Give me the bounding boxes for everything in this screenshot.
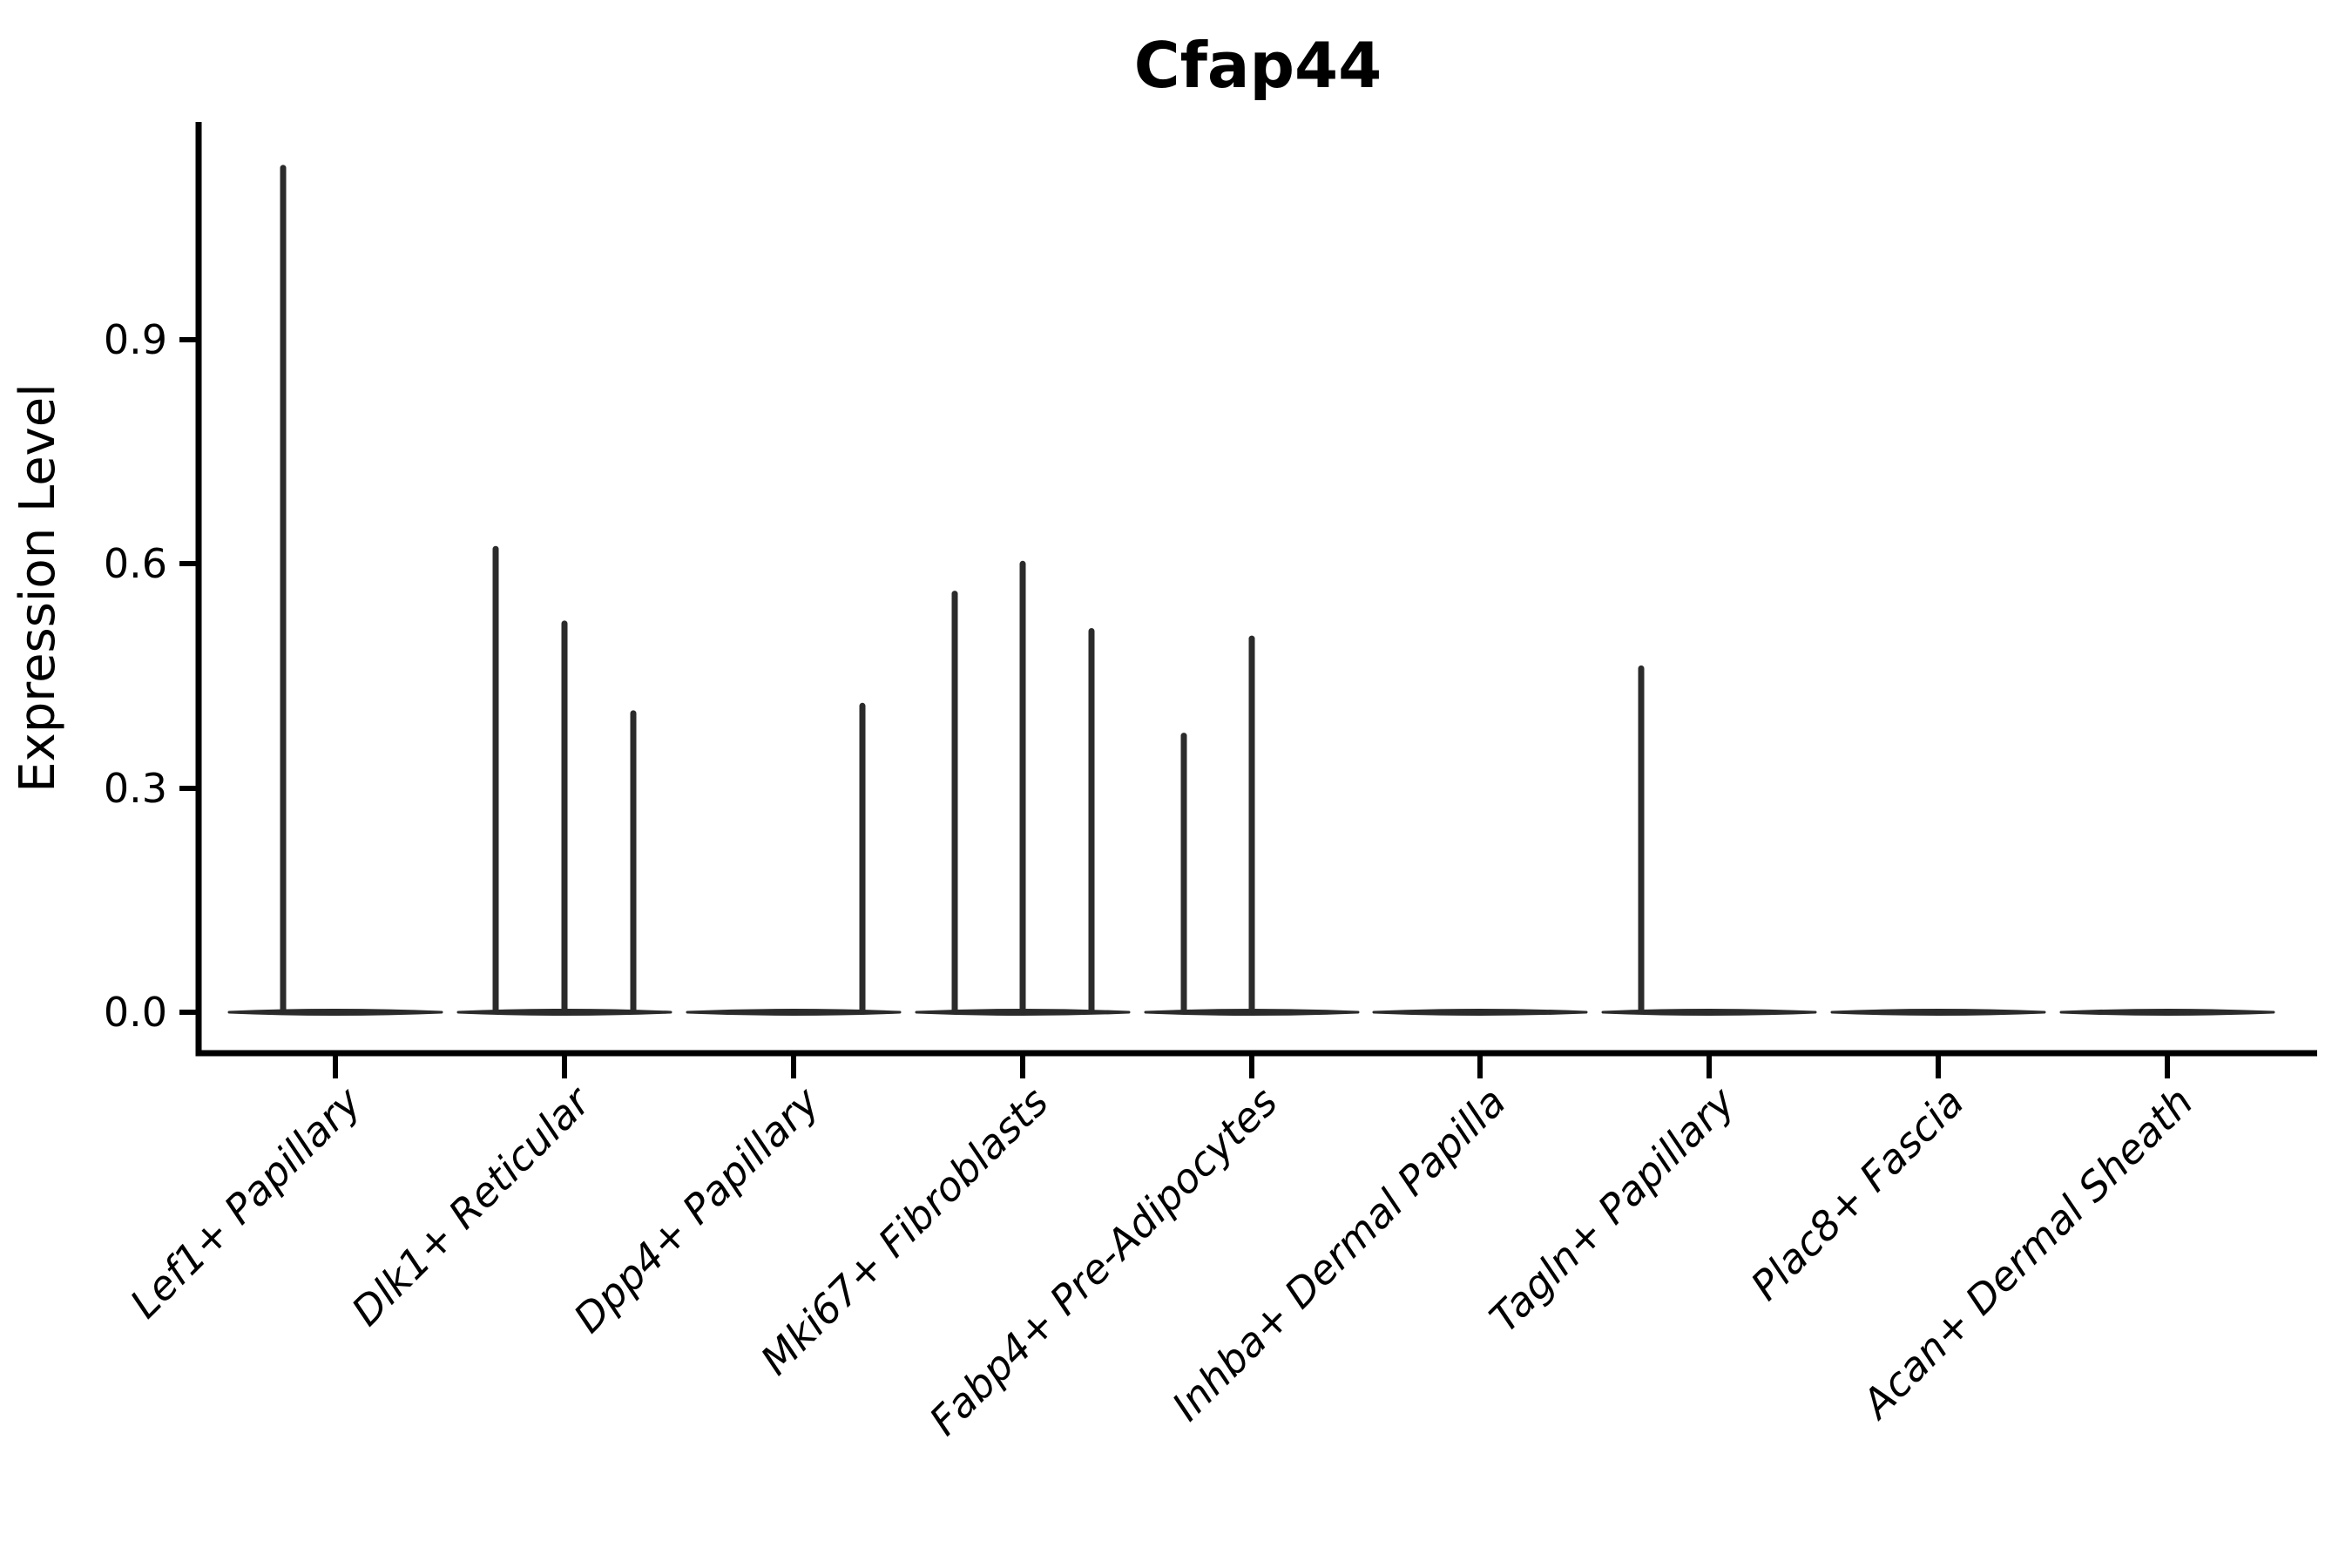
y-axis-title: Expression Level <box>10 383 66 793</box>
y-tick-label-0.9: 0.9 <box>104 316 167 363</box>
violin-base <box>2059 1009 2275 1016</box>
y-axis-ticks <box>179 337 199 1015</box>
x-tick-label-1: Lef1+ Papillary <box>121 1078 370 1327</box>
violin-base <box>1372 1009 1588 1016</box>
violin-base <box>1601 1009 1817 1016</box>
violin-base <box>227 1009 443 1016</box>
x-tick-label-7: Tagln+ Papillary <box>1480 1078 1744 1342</box>
plot-title: Cfap44 <box>1134 29 1382 102</box>
y-tick-label-0.0: 0.0 <box>104 989 167 1036</box>
x-axis-tick-labels: Lef1+ Papillary Dlk1+ Reticular Dpp4+ Pa… <box>121 1076 2202 1444</box>
violin-base <box>686 1009 902 1016</box>
x-tick-label-8: Plac8+ Fascia <box>1741 1078 1972 1309</box>
x-tick-label-2: Dlk1+ Reticular <box>342 1076 601 1335</box>
y-tick-label-0.6: 0.6 <box>104 540 167 587</box>
x-tick-label-3: Dpp4+ Papillary <box>564 1078 828 1342</box>
y-axis-tick-labels: 0.0 0.3 0.6 0.9 <box>104 316 167 1036</box>
violins <box>227 165 2275 1016</box>
violin-base <box>1830 1009 2046 1016</box>
x-axis-ticks <box>333 1056 2170 1078</box>
y-tick-label-0.3: 0.3 <box>104 765 167 812</box>
